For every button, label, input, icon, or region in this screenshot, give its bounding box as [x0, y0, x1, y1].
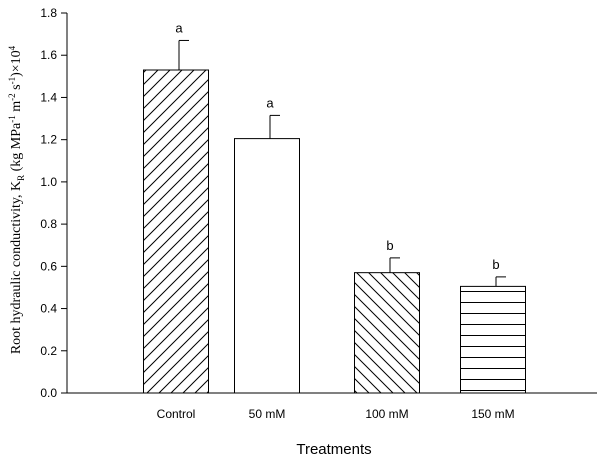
y-tick-label-0: 0.0 — [40, 386, 57, 400]
bar-2 — [354, 272, 420, 394]
y-tick-label-7: 1.4 — [40, 90, 57, 104]
y-tick-label-2: 0.4 — [40, 302, 57, 316]
y-label-exp1: -1 — [7, 115, 17, 123]
category-label-2: 100 mM — [365, 407, 408, 421]
y-tick-label-4: 0.8 — [40, 217, 57, 231]
category-label-3: 150 mM — [471, 407, 514, 421]
y-tick-label-3: 0.6 — [40, 259, 57, 273]
x-axis-label: Treatments — [296, 441, 371, 458]
y-label-sub: R — [16, 175, 26, 181]
significance-label-2: b — [386, 238, 393, 253]
significance-label-3: b — [492, 257, 499, 272]
y-tick-label-6: 1.2 — [40, 133, 57, 147]
y-tick-label-5: 1.0 — [40, 175, 57, 189]
y-axis-label: Root hydraulic conductivity, KR (kg MPa-… — [7, 45, 26, 354]
significance-label-1: a — [266, 95, 274, 110]
bar-0 — [143, 69, 209, 394]
y-tick-label-1: 0.2 — [40, 344, 57, 358]
significance-label-0: a — [175, 20, 183, 35]
bar-1 — [234, 138, 300, 394]
y-label-tail: )×10 — [9, 50, 24, 77]
y-label-main: Root hydraulic conductivity, K — [9, 181, 24, 354]
y-label-exp3: -1 — [7, 77, 17, 85]
y-label-unit-open: (kg MPa — [9, 122, 24, 175]
x-axis: Control 50 mM 100 mM 150 mM — [67, 392, 597, 421]
bar-3 — [460, 285, 526, 394]
y-tick-label-8: 1.6 — [40, 48, 57, 62]
category-label-0: Control — [157, 407, 196, 421]
y-label-mid2: s — [9, 84, 24, 93]
y-tick-label-9: 1.8 — [40, 6, 57, 20]
y-label-exp4: 4 — [7, 45, 17, 50]
y-axis: 0.0 0.2 0.4 0.6 0.8 1.0 1.2 1.4 1.6 1.8 — [40, 6, 68, 400]
bars: a a b b — [143, 20, 526, 394]
y-label-exp2: -2 — [7, 93, 17, 101]
category-label-1: 50 mM — [249, 407, 286, 421]
y-label-mid1: m — [9, 101, 24, 116]
